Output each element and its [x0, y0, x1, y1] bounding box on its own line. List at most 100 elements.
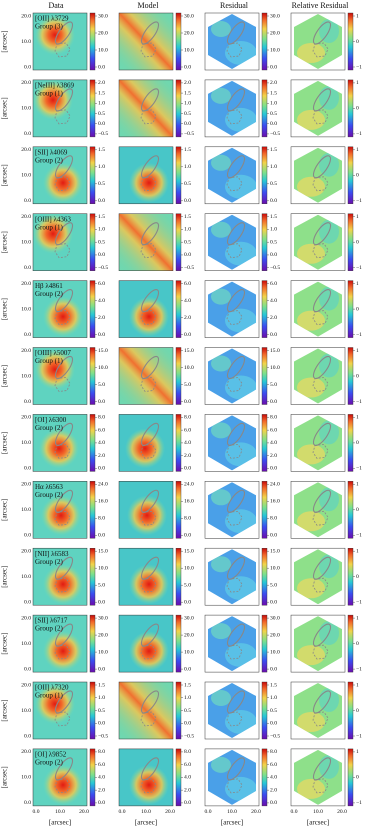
colorbar-tick-label: 20.0	[98, 632, 108, 638]
colorbar	[347, 280, 354, 338]
colorbar-tick-label: 0.0	[270, 666, 277, 672]
panel-image	[119, 481, 173, 539]
column-title: Model	[138, 1, 160, 10]
colorbar-tick-label: 0.0	[98, 533, 105, 539]
panel-frame	[118, 681, 174, 740]
colorbar-tick-label: −0.5	[184, 733, 194, 739]
colorbar	[89, 213, 96, 271]
colorbar-tick-label: 2.0	[184, 315, 191, 321]
colorbar-tick-label: 4.0	[184, 775, 191, 781]
panel-frame	[204, 614, 260, 673]
colorbar-tick-label: 4.0	[270, 440, 277, 446]
colorbar-tick-label: 0.0	[184, 533, 191, 539]
panel-image	[119, 213, 173, 271]
colorbar-tick-label: 6.0	[98, 427, 105, 433]
y-tick-label: 20.0	[21, 615, 31, 621]
colorbar-tick-label: 6.0	[184, 281, 191, 287]
aperture-outline	[54, 355, 74, 380]
panel-image	[208, 14, 256, 69]
colorbar-tick-label: 15.0	[98, 348, 108, 354]
colorbar	[347, 748, 354, 807]
colorbar-tick-label: 0.5	[270, 239, 277, 245]
panel-frame	[32, 748, 88, 807]
group-label: Group (2)	[35, 491, 63, 499]
colorbar-tick-label: 1.0	[98, 695, 105, 701]
panel-image	[294, 80, 342, 136]
line-label: [OIII] λ5007	[35, 349, 71, 357]
panel: 15.0 10.0 5.0 0.0	[118, 547, 194, 606]
region-outline	[226, 109, 243, 125]
panel: 1.5 1.0 0.5 0.0 −0.5	[204, 213, 280, 271]
panel-frame	[290, 213, 346, 271]
colorbar-tick-label: 1.0	[98, 101, 105, 107]
y-axis-label: [arcsec]	[1, 164, 9, 186]
colorbar	[261, 213, 268, 271]
aperture-outline	[140, 556, 160, 580]
panel-frame	[118, 748, 174, 807]
colorbar-tick-label: 0.0	[270, 721, 277, 727]
colorbar-tick-label: 0.0	[270, 252, 277, 258]
colorbar-tick-label: −1	[356, 198, 362, 204]
aperture-outline	[312, 355, 332, 380]
panel-image	[208, 482, 256, 538]
colorbar-tick-label: 1	[356, 13, 359, 19]
colorbar-tick-label: 1	[356, 348, 359, 354]
line-label: [OIII] λ4363	[35, 215, 71, 223]
panel: 1 0 −1	[290, 280, 362, 338]
region-outline	[312, 778, 329, 794]
x-tick-label: 20.0	[337, 809, 347, 815]
colorbar-tick-label: −1	[356, 466, 362, 472]
colorbar-tick-label: 2.0	[98, 453, 105, 459]
emission-peak	[43, 162, 83, 203]
panel-frame	[118, 213, 174, 271]
colorbar	[347, 681, 354, 740]
colorbar	[175, 280, 182, 338]
aperture-outline	[226, 155, 246, 179]
aperture-outline	[312, 422, 332, 446]
region-outline	[54, 310, 71, 326]
colorbar-tick-label: 0	[356, 239, 359, 245]
panel-image	[208, 80, 256, 136]
line-label: [SII] λ6717	[35, 617, 68, 625]
y-axis-label: [arcsec]	[1, 766, 9, 788]
x-axis-label: [arcsec]	[49, 819, 71, 827]
line-label: [OII] λ7320	[35, 684, 69, 692]
region-outline	[312, 644, 329, 660]
colorbar-tick-label: −1	[356, 332, 362, 338]
region-outline	[54, 443, 71, 459]
colorbar	[175, 548, 182, 606]
region-outline	[54, 377, 71, 392]
colorbar	[175, 748, 182, 807]
colorbar-tick-label: −1	[356, 533, 362, 539]
colorbar-tick-label: 30.0	[98, 615, 108, 621]
region-outline	[312, 577, 329, 593]
colorbar-tick-label: −0.5	[270, 131, 280, 137]
panel-frame	[32, 481, 88, 539]
x-tick-label: 10.0	[55, 809, 65, 815]
panel: 1 0 −1	[290, 481, 362, 539]
y-tick-label: 0.0	[24, 64, 31, 70]
aperture-outline	[226, 623, 246, 647]
residual-patch	[211, 221, 231, 238]
region-outline	[226, 42, 243, 58]
y-tick-label: 20.0	[21, 214, 31, 220]
y-axis-label: [arcsec]	[1, 633, 9, 655]
residual-patch	[225, 241, 256, 266]
residual-patch	[225, 643, 256, 668]
colorbar-tick-label: 1.0	[98, 164, 105, 170]
y-tick-label: 20.0	[21, 147, 31, 153]
colorbar-tick-label: 1.5	[184, 214, 191, 220]
panel-image	[208, 281, 256, 337]
panel-image	[33, 79, 87, 137]
residual-patch	[225, 174, 256, 199]
y-tick-label: 20.0	[21, 548, 31, 554]
panel-frame	[118, 146, 174, 205]
colorbar	[89, 347, 96, 405]
panel-image	[208, 415, 256, 471]
colorbar-tick-label: 1.5	[270, 682, 277, 688]
colorbar-tick-label: 1	[356, 682, 359, 688]
colorbar-tick-label: 0	[356, 106, 359, 112]
colorbar-tick-label: 4.0	[98, 440, 105, 446]
